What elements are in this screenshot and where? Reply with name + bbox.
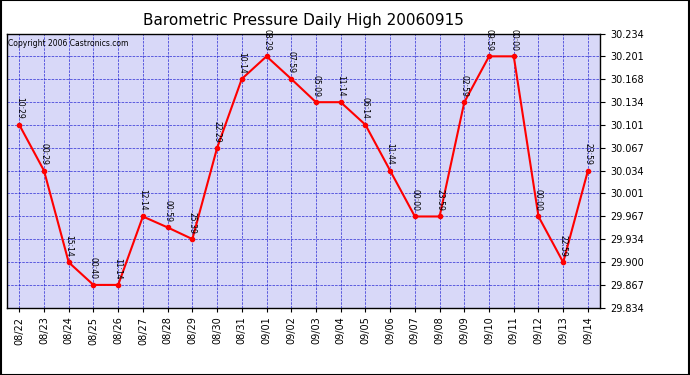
Text: 00:00: 00:00 (509, 29, 518, 51)
Text: 07:59: 07:59 (287, 51, 296, 74)
Text: 00:00: 00:00 (534, 189, 543, 211)
Text: Copyright 2006 Castronics.com: Copyright 2006 Castronics.com (8, 39, 128, 48)
Text: 10:14: 10:14 (237, 52, 246, 74)
Text: 05:09: 05:09 (311, 75, 320, 97)
Text: 00:00: 00:00 (411, 189, 420, 211)
Text: 11:14: 11:14 (114, 258, 123, 279)
Text: 11:44: 11:44 (386, 143, 395, 165)
Text: 09:59: 09:59 (484, 29, 493, 51)
Text: 10:29: 10:29 (14, 98, 23, 119)
Text: 22:29: 22:29 (213, 121, 221, 142)
Text: 00:40: 00:40 (89, 257, 98, 279)
Text: 12:14: 12:14 (139, 189, 148, 211)
Text: 15:14: 15:14 (64, 235, 73, 257)
Text: 00:59: 00:59 (163, 200, 172, 222)
Text: 23:59: 23:59 (584, 143, 593, 165)
Text: 22:59: 22:59 (559, 235, 568, 257)
Text: 25:39: 25:39 (188, 211, 197, 234)
Text: 11:14: 11:14 (336, 75, 345, 97)
Text: 23:59: 23:59 (435, 189, 444, 211)
Text: 02:59: 02:59 (460, 75, 469, 97)
Text: 00:29: 00:29 (39, 143, 48, 165)
Text: Barometric Pressure Daily High 20060915: Barometric Pressure Daily High 20060915 (143, 13, 464, 28)
Text: 06:14: 06:14 (361, 98, 370, 119)
Text: 08:29: 08:29 (262, 29, 271, 51)
